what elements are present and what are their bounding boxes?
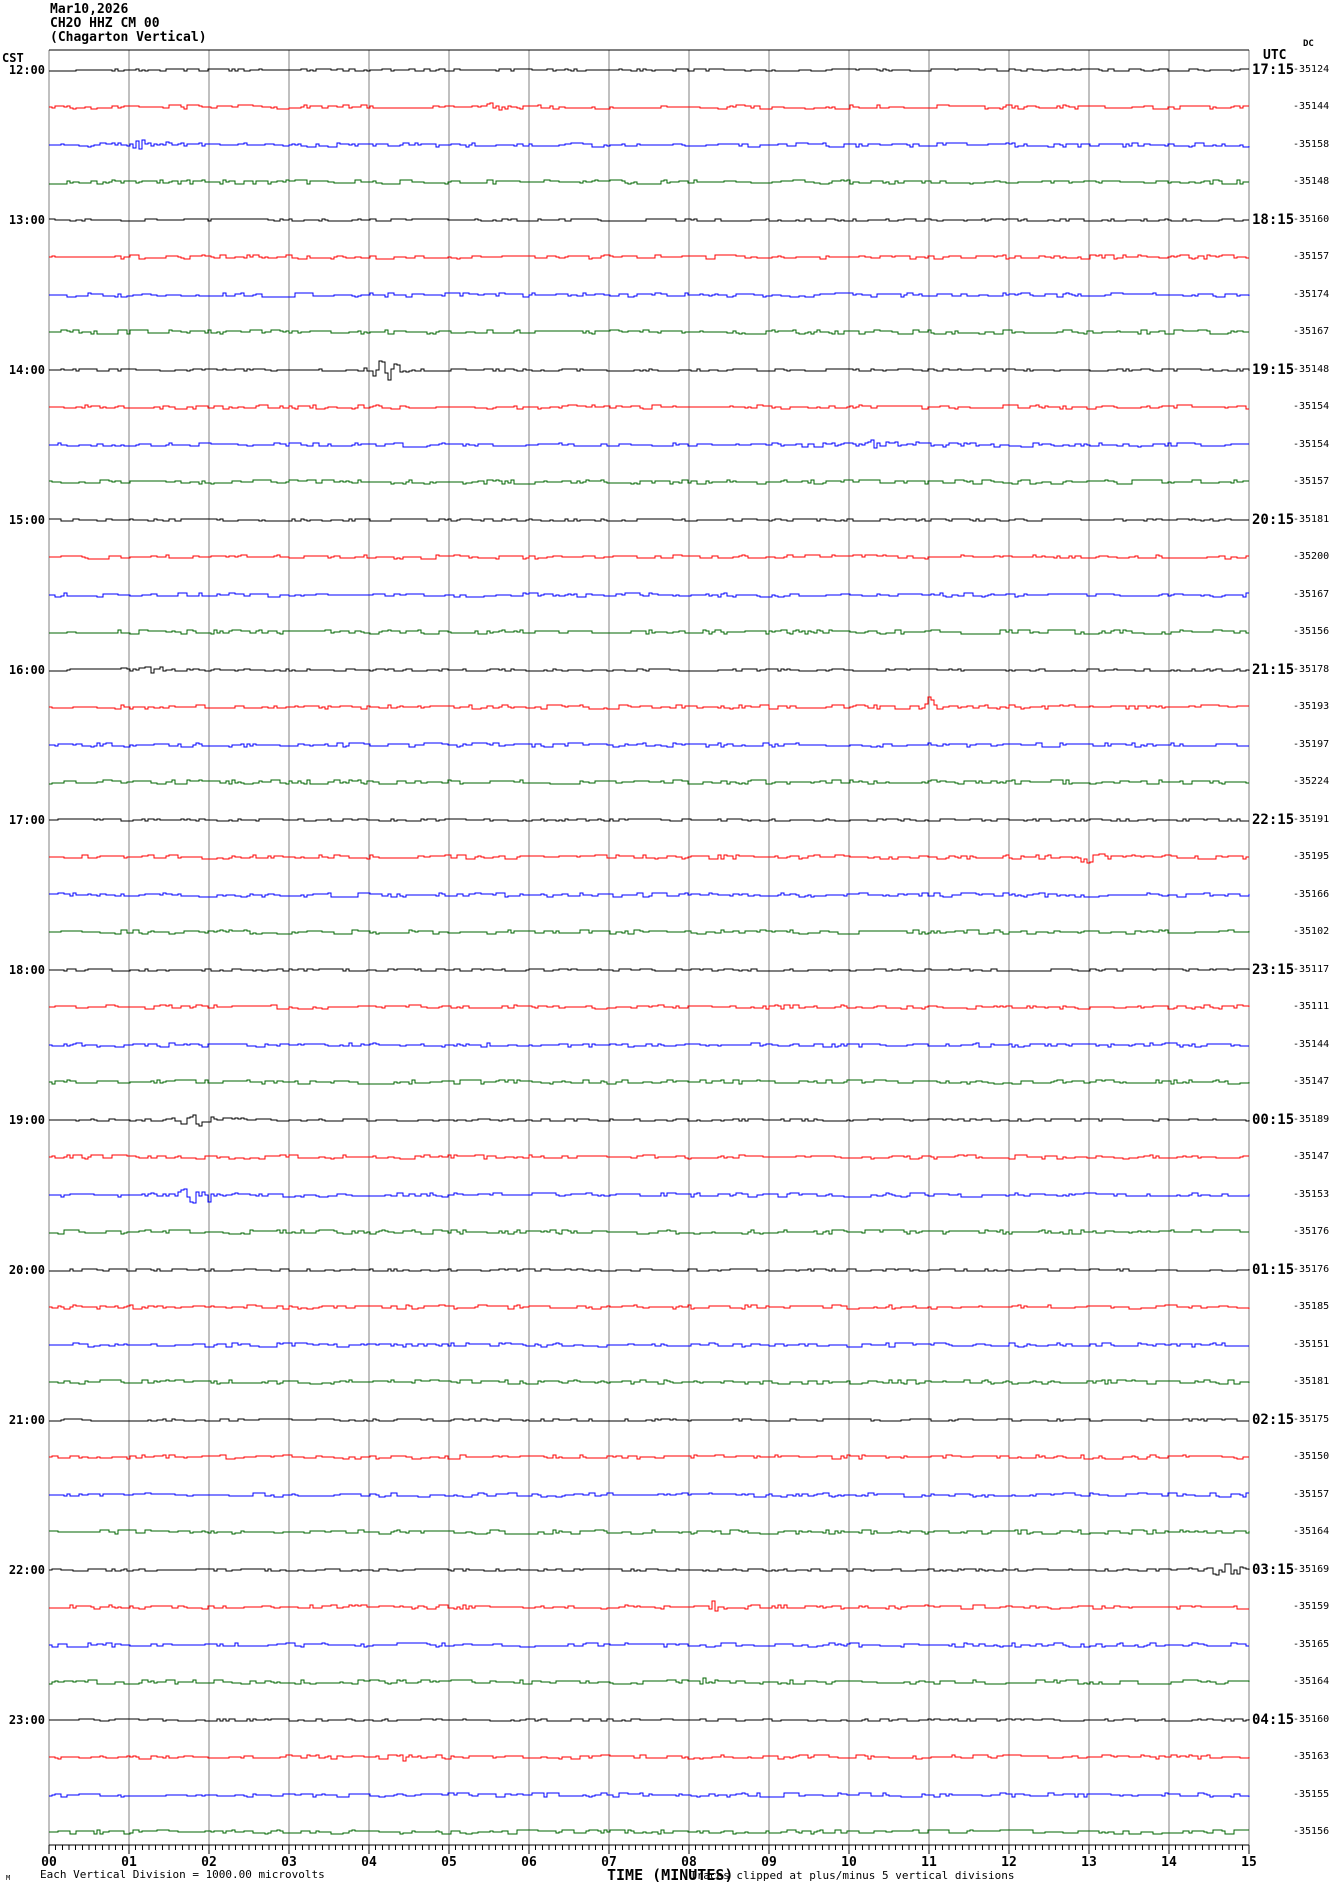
- trace-black-row-44: [49, 1718, 1250, 1722]
- trace-green-row-35: [49, 1379, 1250, 1385]
- trace-black-row-24: [49, 968, 1250, 972]
- trace-green-row-23: [49, 929, 1250, 935]
- trace-black-row-16: [49, 666, 1250, 674]
- clip-note: Traces clipped at plus/minus 5 vertical …: [690, 1869, 1015, 1882]
- trace-black-row-8: [49, 360, 1250, 381]
- trace-green-row-3: [49, 179, 1249, 185]
- trace-black-row-28: [49, 1114, 1250, 1127]
- trace-black-row-32: [49, 1268, 1250, 1272]
- trace-red-row-13: [49, 554, 1249, 560]
- trace-blue-row-26: [49, 1042, 1249, 1048]
- dc-axis-label: DC: [1303, 39, 1314, 49]
- trace-green-row-47: [49, 1829, 1249, 1835]
- trace-blue-row-38: [49, 1492, 1249, 1498]
- trace-blue-row-22: [49, 892, 1250, 898]
- trace-red-row-25: [49, 1004, 1250, 1010]
- trace-blue-row-10: [49, 439, 1249, 449]
- utc-axis-label: UTC: [1263, 48, 1287, 63]
- trace-green-row-39: [49, 1529, 1250, 1535]
- trace-red-row-5: [49, 254, 1249, 260]
- trace-black-row-36: [49, 1418, 1249, 1422]
- header-date: Mar10,2026: [50, 2, 129, 17]
- trace-red-row-45: [49, 1754, 1250, 1762]
- trace-black-row-20: [49, 818, 1249, 822]
- trace-blue-row-30: [49, 1188, 1250, 1204]
- corner-mark: M: [6, 1874, 11, 1882]
- trace-blue-row-18: [49, 742, 1249, 748]
- trace-red-row-41: [49, 1600, 1249, 1612]
- trace-blue-row-6: [49, 292, 1250, 298]
- trace-green-row-11: [49, 479, 1249, 485]
- trace-green-row-43: [49, 1677, 1250, 1685]
- trace-blue-row-34: [49, 1342, 1249, 1348]
- trace-red-row-21: [49, 853, 1249, 864]
- header-station: CH2O HHZ CM 00: [50, 16, 160, 31]
- trace-red-row-17: [49, 696, 1249, 710]
- cst-axis-label: CST: [2, 51, 24, 65]
- trace-green-row-31: [49, 1229, 1249, 1235]
- trace-green-row-7: [49, 329, 1249, 335]
- trace-green-row-15: [49, 629, 1249, 635]
- trace-red-row-33: [49, 1304, 1250, 1310]
- trace-red-row-29: [49, 1154, 1249, 1160]
- trace-black-row-4: [49, 218, 1249, 222]
- trace-black-row-0: [49, 68, 1249, 72]
- trace-red-row-1: [49, 102, 1249, 111]
- trace-blue-row-42: [49, 1642, 1249, 1648]
- trace-black-row-40: [49, 1563, 1250, 1576]
- trace-red-row-37: [49, 1454, 1249, 1460]
- scale-note: Each Vertical Division = 1000.00 microvo…: [40, 1868, 325, 1881]
- trace-green-row-19: [49, 779, 1249, 785]
- trace-blue-row-46: [49, 1792, 1250, 1798]
- header-location: (Chagarton Vertical): [50, 30, 207, 45]
- trace-green-row-27: [49, 1079, 1250, 1085]
- trace-blue-row-2: [49, 139, 1250, 150]
- x-axis-title: TIME (MINUTES): [607, 1866, 734, 1884]
- trace-blue-row-14: [49, 592, 1249, 598]
- trace-red-row-9: [49, 404, 1249, 410]
- trace-black-row-12: [49, 518, 1249, 522]
